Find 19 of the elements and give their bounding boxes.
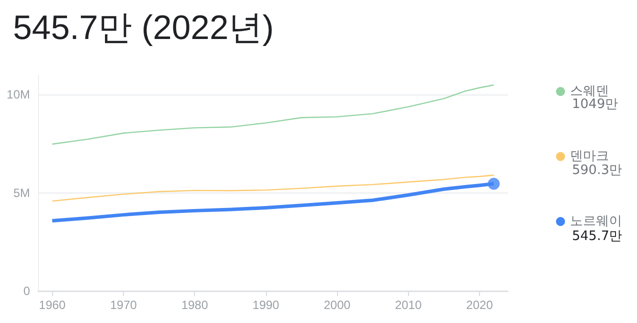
x-tick-label: 2010 (394, 298, 422, 312)
text: 545.7만 (572, 229, 622, 244)
y-tick-label: 5M (13, 186, 30, 200)
legend-label: 스웨덴 (570, 84, 609, 99)
chart-title: 545.7만 (2022년) (13, 9, 274, 47)
x-tick-label: 2020 (466, 298, 494, 312)
text: 590.3만 (572, 163, 622, 178)
legend-label: 덴마크 (570, 149, 609, 164)
x-tick-label: 1970 (110, 298, 138, 312)
x-tick-label: 1960 (38, 298, 66, 312)
x-tick-label: 1980 (181, 298, 208, 312)
x-tick-label: 2000 (324, 298, 351, 312)
x-tick-label: 1990 (252, 298, 280, 312)
line-series (52, 174, 494, 202)
y-tick-label: 10M (6, 88, 30, 102)
text: 1049만 (572, 97, 618, 112)
line-series (52, 84, 494, 145)
legend-label: 노르웨이 (570, 214, 622, 229)
y-tick-label: 0 (23, 284, 30, 298)
